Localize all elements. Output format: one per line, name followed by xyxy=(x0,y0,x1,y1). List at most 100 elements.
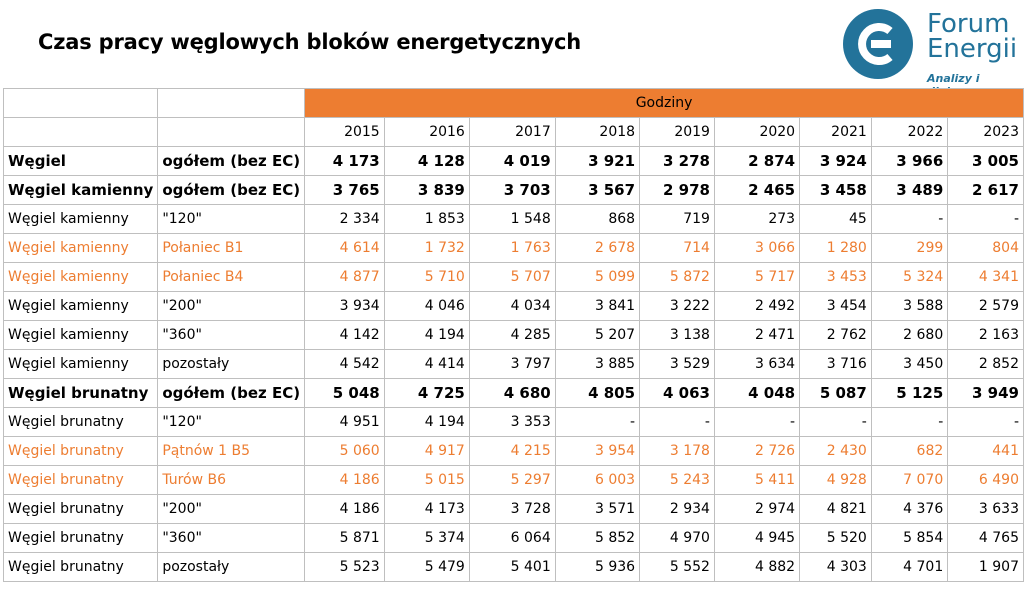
table-cell-value: 4 285 xyxy=(468,320,556,350)
table-cell-value: 1 907 xyxy=(947,552,1024,582)
table-cell-value: 3 921 xyxy=(554,146,641,176)
table-cell-value: - xyxy=(870,407,949,437)
table-cell-value: 3 716 xyxy=(799,349,872,379)
table-cell-value: 3 571 xyxy=(554,494,641,524)
table-cell-value: 3 797 xyxy=(468,349,556,379)
table-cell-value: 4 945 xyxy=(713,523,801,553)
table-cell-value: 4 341 xyxy=(947,262,1024,292)
table-cell-value: 3 966 xyxy=(870,146,949,176)
row-unit-label: ogółem (bez EC) xyxy=(157,175,306,205)
table-cell-value: 5 872 xyxy=(639,262,715,292)
table-cell-value: 7 070 xyxy=(870,465,949,495)
table-cell-value: 4 882 xyxy=(713,552,801,582)
table-cell-value: 2 471 xyxy=(713,320,801,350)
table-cell-value: 3 454 xyxy=(799,291,872,321)
column-header-year: 2020 xyxy=(713,117,801,147)
table-cell-value: 3 765 xyxy=(304,175,385,205)
table-cell-value: 719 xyxy=(639,204,715,234)
table-cell-value: 4 303 xyxy=(799,552,872,582)
table-row: Węgiel brunatny "360" 5 871 5 374 6 064 5 852… xyxy=(2,523,1024,553)
table-cell-value: 4 048 xyxy=(713,378,801,408)
table-cell-value: 4 194 xyxy=(383,320,470,350)
table-cell-value: 2 334 xyxy=(304,204,385,234)
table-cell-value: 5 717 xyxy=(713,262,801,292)
row-unit-label: pozostały xyxy=(157,552,306,582)
page-title: Czas pracy węglowych bloków energetyczny… xyxy=(38,30,582,54)
row-fuel-label: Węgiel brunatny xyxy=(2,523,159,553)
table-cell-value: 4 725 xyxy=(383,378,470,408)
column-header-year: 2022 xyxy=(870,117,949,147)
table-cell-value: - xyxy=(554,407,641,437)
table-row: Węgiel kamienny Połaniec B1 4 614 1 732 1 76… xyxy=(2,233,1024,263)
table-row: Węgiel brunatny "120" 4 951 4 194 3 353- - - - -… xyxy=(2,407,1024,437)
table-cell-value: 5 207 xyxy=(554,320,641,350)
table-cell-value: 5 411 xyxy=(713,465,801,495)
table-cell-value: 1 732 xyxy=(383,233,470,263)
table-cell-value: 4 614 xyxy=(304,233,385,263)
row-unit-label: "200" xyxy=(157,494,306,524)
table-cell-value: 4 186 xyxy=(304,465,385,495)
row-unit-label: "120" xyxy=(157,204,306,234)
table-cell-value: 4 928 xyxy=(799,465,872,495)
table-cell-value: 4 173 xyxy=(304,146,385,176)
table-cell-value: 5 871 xyxy=(304,523,385,553)
column-header-year: 2018 xyxy=(554,117,641,147)
row-unit-label: "120" xyxy=(157,407,306,437)
table-cell-value: 5 297 xyxy=(468,465,556,495)
table-cell-value: - xyxy=(947,204,1024,234)
table-cell-value: 4 034 xyxy=(468,291,556,321)
table-cell-value: 5 099 xyxy=(554,262,641,292)
row-fuel-label: Węgiel kamienny xyxy=(2,175,159,205)
table-cell-value: 2 874 xyxy=(713,146,801,176)
table-cell-value: 4 951 xyxy=(304,407,385,437)
table-cell-value: 5 936 xyxy=(554,552,641,582)
table-cell-value: 3 278 xyxy=(639,146,715,176)
table-row: Węgiel brunatny ogółem (bez EC) 5 048 4 725… xyxy=(2,378,1024,408)
table-cell-value: 4 821 xyxy=(799,494,872,524)
table-cell-value: 3 633 xyxy=(947,494,1024,524)
row-unit-label: ogółem (bez EC) xyxy=(157,378,306,408)
table-row: Węgiel kamienny "200" 3 934 4 046 4 034 3 841… xyxy=(2,291,1024,321)
table-cell-value: 273 xyxy=(713,204,801,234)
table-cell-value: 2 430 xyxy=(799,436,872,466)
table-cell-value: 5 060 xyxy=(304,436,385,466)
table-cell-value: 2 978 xyxy=(639,175,715,205)
logo-name-line2: Energii xyxy=(927,34,1018,64)
row-unit-label: "360" xyxy=(157,523,306,553)
row-unit-label: pozostały xyxy=(157,349,306,379)
table-cell-value: 2 680 xyxy=(870,320,949,350)
table-cell-value: 5 523 xyxy=(304,552,385,582)
row-fuel-label: Węgiel kamienny xyxy=(2,291,159,321)
row-fuel-label: Węgiel brunatny xyxy=(2,378,159,408)
table-cell-value: 5 015 xyxy=(383,465,470,495)
table-cell-value: 5 324 xyxy=(870,262,949,292)
row-unit-label: ogółem (bez EC) xyxy=(157,146,306,176)
table-cell-value: 2 852 xyxy=(947,349,1024,379)
table-cell-value: 4 019 xyxy=(468,146,556,176)
table-cell-value: 6 490 xyxy=(947,465,1024,495)
table-cell-value: 3 885 xyxy=(554,349,641,379)
table-cell-value: 5 479 xyxy=(383,552,470,582)
table-row: Węgiel ogółem (bez EC) 4 173 4 128 4 019 3 92… xyxy=(2,146,1024,176)
table-cell-value: 4 765 xyxy=(947,523,1024,553)
table-cell-value: 682 xyxy=(870,436,949,466)
empty-cell xyxy=(157,117,306,147)
table-cell-value: 4 173 xyxy=(383,494,470,524)
table-cell-value: 6 003 xyxy=(554,465,641,495)
table-row: Węgiel kamienny ogółem (bez EC) 3 765 3 839… xyxy=(2,175,1024,205)
table-cell-value: 2 617 xyxy=(947,175,1024,205)
table-cell-value: 3 529 xyxy=(639,349,715,379)
column-header-year: 2023 xyxy=(947,117,1024,147)
table-row: Węgiel kamienny "360" 4 142 4 194 4 285 5 207… xyxy=(2,320,1024,350)
row-unit-label: Połaniec B1 xyxy=(157,233,306,263)
table-cell-value: 5 374 xyxy=(383,523,470,553)
table-cell-value: 2 579 xyxy=(947,291,1024,321)
table-cell-value: 3 458 xyxy=(799,175,872,205)
group-header-row: Godziny xyxy=(2,88,1024,118)
table-cell-value: 5 243 xyxy=(639,465,715,495)
table-cell-value: 5 087 xyxy=(799,378,872,408)
column-header-year: 2017 xyxy=(468,117,556,147)
table-row: Węgiel kamienny pozostały 4 542 4 414 3 797 3… xyxy=(2,349,1024,379)
table-cell-value: 1 763 xyxy=(468,233,556,263)
table-cell-value: 4 805 xyxy=(554,378,641,408)
